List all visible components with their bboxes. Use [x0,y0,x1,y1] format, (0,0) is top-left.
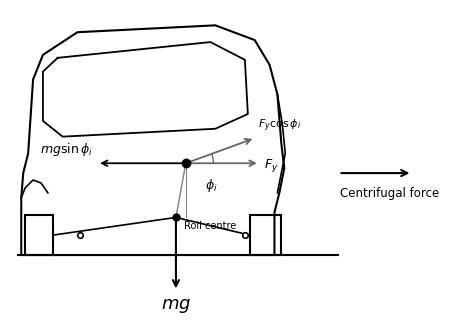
Text: $\phi_i$: $\phi_i$ [205,177,218,194]
Text: Centrifugal force: Centrifugal force [340,187,440,200]
Text: $mg \sin \phi_i$: $mg \sin \phi_i$ [40,141,93,158]
Text: $F_y \cos \phi_i$: $F_y \cos \phi_i$ [258,118,301,134]
Text: $mg$: $mg$ [161,297,191,315]
Bar [25,215,53,255]
Bar [250,215,282,255]
Text: Roll centre: Roll centre [184,221,236,231]
Text: $F_y$: $F_y$ [264,157,278,174]
